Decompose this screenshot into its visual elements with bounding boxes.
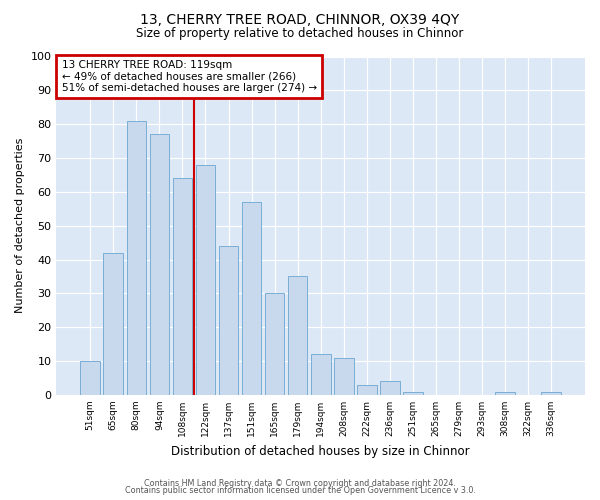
Bar [265, 294, 284, 395]
Bar [80, 361, 100, 395]
Text: Contains public sector information licensed under the Open Government Licence v : Contains public sector information licen… [125, 486, 475, 495]
Bar [149, 134, 169, 395]
Bar [403, 392, 422, 395]
Bar [357, 385, 377, 395]
Bar [242, 202, 262, 395]
Y-axis label: Number of detached properties: Number of detached properties [15, 138, 25, 314]
Bar [173, 178, 192, 395]
Bar [127, 121, 146, 395]
Bar [103, 253, 123, 395]
Bar [311, 354, 331, 395]
Text: Size of property relative to detached houses in Chinnor: Size of property relative to detached ho… [136, 28, 464, 40]
Text: 13, CHERRY TREE ROAD, CHINNOR, OX39 4QY: 13, CHERRY TREE ROAD, CHINNOR, OX39 4QY [140, 12, 460, 26]
Bar [219, 246, 238, 395]
Bar [288, 276, 307, 395]
Bar [196, 165, 215, 395]
X-axis label: Distribution of detached houses by size in Chinnor: Distribution of detached houses by size … [172, 444, 470, 458]
Text: 13 CHERRY TREE ROAD: 119sqm
← 49% of detached houses are smaller (266)
51% of se: 13 CHERRY TREE ROAD: 119sqm ← 49% of det… [62, 60, 317, 93]
Bar [495, 392, 515, 395]
Bar [334, 358, 353, 395]
Bar [380, 382, 400, 395]
Text: Contains HM Land Registry data © Crown copyright and database right 2024.: Contains HM Land Registry data © Crown c… [144, 478, 456, 488]
Bar [541, 392, 561, 395]
